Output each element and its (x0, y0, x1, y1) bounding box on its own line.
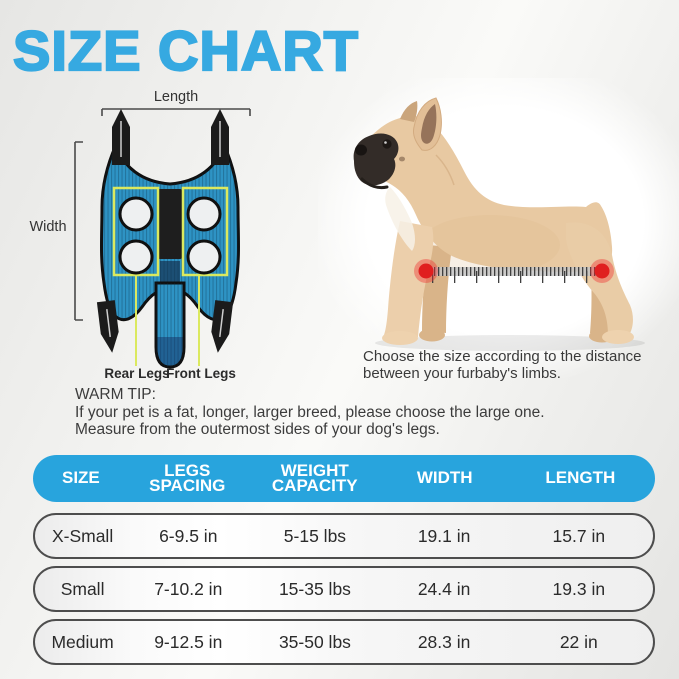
cell-length: 19.3 in (552, 578, 606, 599)
leg-holes (118, 196, 222, 275)
cell-weight-capacity: 15-35 lbs (278, 578, 351, 599)
eye (382, 139, 392, 149)
front-legs-label: Front Legs (166, 366, 236, 381)
pointer-lines (135, 275, 200, 366)
measuring-ruler (414, 259, 614, 283)
cell-length: 15.7 in (552, 525, 606, 546)
cell-legs-spacing: 9-12.5 in (154, 631, 223, 652)
table-row-xsmall: X-Small 6-9.5 in 5-15 lbs 19.1 in 15.7 i… (33, 513, 655, 559)
warm-tip: WARM TIP: If your pet is a fat, longer, … (75, 386, 635, 439)
table-row-small: Small 7-10.2 in 15-35 lbs 24.4 in 19.3 i… (33, 566, 655, 612)
far-ear (400, 101, 418, 122)
cell-length: 22 in (559, 631, 598, 652)
warm-tip-heading: WARM TIP: (75, 386, 156, 403)
page-title: SIZE CHART (12, 18, 359, 83)
center-velcro-strip (158, 189, 182, 259)
size-table: SIZE LEGS SPACING WEIGHT CAPACITY WIDTH … (33, 455, 655, 665)
bat-ear (413, 97, 442, 151)
cell-width: 28.3 in (417, 631, 471, 652)
cell-size: Medium (51, 631, 114, 652)
warm-tip-line2: Measure from the outermost sides of your… (75, 421, 440, 438)
cell-legs-spacing: 6-9.5 in (159, 525, 218, 546)
width-label: Width (29, 219, 66, 235)
harness-diagram: Length Width Rear Legs Front Legs (29, 89, 251, 381)
length-label: Length (154, 89, 198, 105)
measuring-note: Choose the size according to the distanc… (363, 348, 663, 382)
dog-photo (353, 97, 645, 351)
header-length: LENGTH (545, 468, 616, 488)
table-row-medium: Medium 9-12.5 in 35-50 lbs 28.3 in 22 in (33, 619, 655, 665)
nose (355, 144, 367, 156)
cell-size: X-Small (51, 525, 114, 546)
measuring-note-line2: between your furbaby's limbs. (363, 365, 561, 382)
header-width: WIDTH (416, 468, 473, 488)
header-weight-capacity: WEIGHT CAPACITY (271, 461, 358, 495)
header-legs-spacing: LEGS SPACING (149, 461, 226, 495)
cell-width: 19.1 in (417, 525, 471, 546)
front-legs-highlight-box (181, 186, 229, 277)
cell-weight-capacity: 35-50 lbs (278, 631, 351, 652)
tail-strap (154, 281, 186, 369)
measuring-note-line1: Choose the size according to the distanc… (363, 348, 642, 365)
cell-legs-spacing: 7-10.2 in (154, 578, 223, 599)
ground-shadow (375, 335, 645, 351)
header-size: SIZE (61, 468, 100, 488)
cell-weight-capacity: 5-15 lbs (283, 525, 347, 546)
cell-size: Small (60, 578, 105, 599)
size-table-header: SIZE LEGS SPACING WEIGHT CAPACITY WIDTH … (33, 455, 655, 502)
width-bracket (74, 141, 83, 321)
rear-legs-label: Rear Legs (104, 366, 169, 381)
french-bulldog-illustration (353, 97, 634, 345)
warm-tip-line1: If your pet is a fat, longer, larger bre… (75, 403, 545, 421)
corner-straps (96, 109, 234, 353)
length-bracket (101, 108, 251, 116)
cell-width: 24.4 in (417, 578, 471, 599)
